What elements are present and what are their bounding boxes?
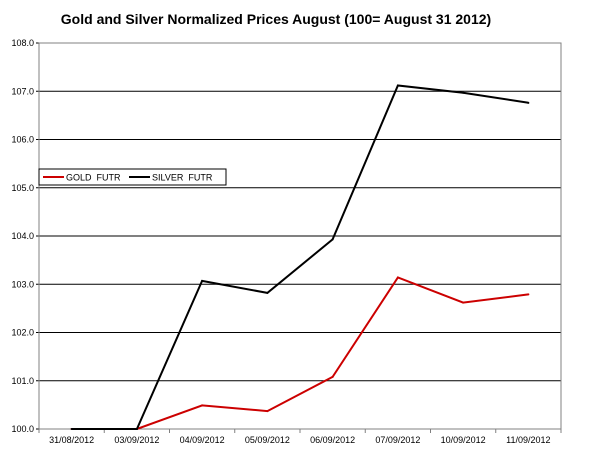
- x-tick-label: 10/09/2012: [441, 435, 486, 445]
- silver-data-point: [135, 428, 138, 430]
- silver-data-point: [396, 84, 399, 87]
- y-tick-label: 102.0: [11, 328, 34, 338]
- legend-label-silver: SILVER FUTR: [152, 173, 213, 183]
- silver-data-point: [201, 279, 204, 282]
- y-axis-tick-labels: 100.0 101.0 102.0 103.0 104.0 105.0 106.0 107.0…: [11, 38, 34, 434]
- x-tick-label: 05/09/2012: [245, 435, 290, 445]
- silver-data-point: [70, 428, 73, 430]
- gold-data-point: [201, 404, 204, 407]
- legend-label-gold: GOLD FUTR: [66, 173, 121, 183]
- series-lines: [70, 84, 530, 430]
- gold-data-point: [266, 410, 269, 413]
- x-axis-tick-labels: 31/08/2012 03/09/2012 04/09/2012 05/09/2012…: [38, 429, 562, 445]
- legend: GOLD FUTR SILVER FUTR: [38, 168, 227, 186]
- x-tick-label: 31/08/2012: [49, 435, 94, 445]
- y-tick-label: 101.0: [11, 376, 34, 386]
- gold-data-point: [527, 293, 530, 296]
- gold-data-point: [396, 276, 399, 279]
- y-tick-label: 105.0: [11, 183, 34, 193]
- gold-data-point: [331, 375, 334, 378]
- silver-data-point: [266, 291, 269, 294]
- series-line-gold: [71, 276, 529, 430]
- y-tick-label: 100.0: [11, 424, 34, 434]
- gold-data-point: [462, 301, 465, 304]
- plot-area: [38, 42, 562, 430]
- y-tick-label: 104.0: [11, 231, 34, 241]
- x-tick-label: 04/09/2012: [180, 435, 225, 445]
- y-tick-label: 108.0: [11, 38, 34, 48]
- y-tick-label: 106.0: [11, 135, 34, 145]
- y-tick-label: 107.0: [11, 86, 34, 96]
- x-tick-label: 03/09/2012: [114, 435, 159, 445]
- silver-data-point: [331, 238, 334, 241]
- gridlines: [36, 42, 561, 430]
- series-line-silver: [71, 84, 529, 430]
- chart-title: Gold and Silver Normalized Prices August…: [61, 11, 491, 27]
- x-tick-label: 06/09/2012: [310, 435, 355, 445]
- x-tick-label: 07/09/2012: [375, 435, 420, 445]
- silver-data-point: [527, 101, 530, 104]
- y-tick-label: 103.0: [11, 279, 34, 289]
- silver-data-point: [462, 91, 465, 94]
- x-tick-label: 11/09/2012: [506, 435, 550, 445]
